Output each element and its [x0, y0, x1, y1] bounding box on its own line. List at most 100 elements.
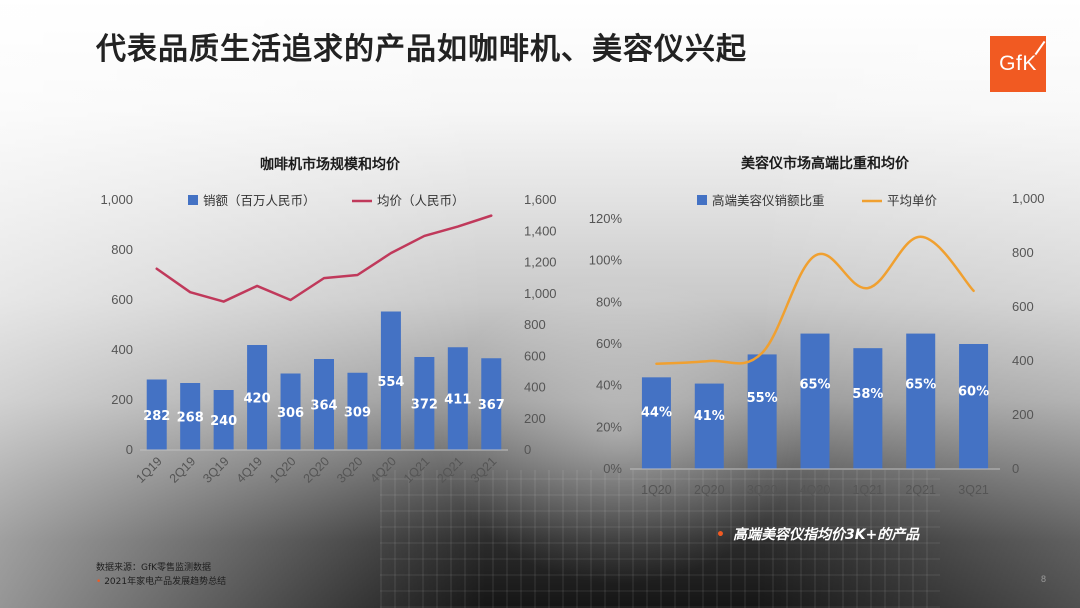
y-right-tick: 200	[524, 411, 546, 426]
line-series	[155, 214, 493, 303]
x-tick: 2Q20	[694, 483, 725, 497]
bar-value-label: 44%	[641, 405, 672, 420]
x-tick: 3Q20	[334, 454, 366, 486]
y-right-tick: 1,000	[524, 286, 557, 301]
logo-text: GfK	[999, 52, 1037, 75]
y-left-tick: 0%	[603, 461, 622, 476]
bar-value-label: 58%	[852, 387, 883, 402]
y-right-tick: 400	[524, 380, 546, 395]
bar	[213, 390, 234, 450]
x-tick: 2Q21	[905, 483, 936, 497]
bar-value-label: 268	[177, 411, 204, 426]
x-tick: 3Q19	[200, 454, 232, 486]
bar	[481, 358, 502, 450]
footnote-report: • 2021年家电产品发展趋势总结	[96, 574, 226, 587]
y-left-tick: 60%	[596, 336, 622, 351]
y-left-tick: 0	[126, 442, 133, 457]
footnote-source: 数据来源：GfK零售监测数据	[96, 563, 212, 573]
legend-bar-label: 高端美容仪销额比重	[712, 193, 825, 208]
y-right-tick: 1,400	[524, 223, 557, 238]
bar	[959, 344, 989, 469]
y-right-tick: 0	[1012, 461, 1019, 476]
gfk-logo: GfK	[990, 36, 1046, 92]
bar-value-label: 372	[411, 398, 438, 413]
bar	[800, 333, 830, 469]
footnote-report-text: 2021年家电产品发展趋势总结	[104, 577, 227, 587]
y-right-tick: 800	[524, 317, 546, 332]
bar	[747, 354, 777, 469]
y-left-tick: 600	[111, 292, 133, 307]
legend-bar-label: 销额（百万人民币）	[203, 193, 316, 208]
y-left-tick: 200	[111, 392, 133, 407]
x-tick: 2Q21	[434, 454, 466, 486]
bar-value-label: 65%	[905, 378, 936, 393]
bar-value-label: 364	[310, 399, 337, 414]
y-right-tick: 600	[524, 348, 546, 363]
x-tick: 4Q20	[800, 483, 831, 497]
x-tick: 4Q19	[234, 454, 266, 486]
bar-value-label: 420	[244, 392, 271, 407]
legend-line-label: 均价（人民币）	[377, 193, 465, 208]
bar-value-label: 55%	[747, 391, 778, 406]
y-left-tick: 400	[111, 342, 133, 357]
bar-value-label: 411	[444, 393, 471, 408]
y-left-tick: 100%	[589, 253, 623, 268]
y-right-tick: 1,200	[524, 255, 557, 270]
bar-value-label: 306	[277, 406, 304, 421]
bar-value-label: 65%	[799, 378, 830, 393]
legend-line-label: 平均单价	[887, 193, 938, 208]
bar	[247, 345, 268, 450]
annotation: • 高端美容仪指均价3K+的产品	[716, 524, 919, 544]
chart-title: 美容仪市场高端比重和均价	[741, 155, 910, 172]
x-tick: 3Q21	[958, 483, 989, 497]
y-left-tick: 1,000	[100, 192, 133, 207]
bar-value-label: 41%	[694, 409, 725, 424]
line-series	[655, 235, 975, 365]
bar-value-label: 367	[478, 398, 505, 413]
y-right-tick: 1,600	[524, 192, 557, 207]
bar	[146, 379, 167, 450]
bar-value-label: 282	[143, 409, 170, 424]
legend-bar-swatch	[188, 195, 198, 205]
y-right-tick: 0	[524, 442, 531, 457]
y-left-tick: 80%	[596, 294, 622, 309]
background-grate	[380, 470, 940, 608]
x-tick: 1Q21	[401, 454, 433, 486]
y-right-tick: 600	[1012, 299, 1034, 314]
y-right-tick: 200	[1012, 407, 1034, 422]
bar	[347, 372, 368, 450]
bar-value-label: 240	[210, 414, 237, 429]
x-tick: 1Q20	[641, 483, 672, 497]
x-tick: 2Q19	[167, 454, 199, 486]
x-tick: 1Q21	[853, 483, 884, 497]
y-left-tick: 120%	[589, 211, 623, 226]
bar	[641, 377, 671, 469]
y-left-tick: 40%	[596, 378, 622, 393]
bar-value-label: 554	[377, 375, 404, 390]
bar	[447, 347, 468, 450]
chart-title: 咖啡机市场规模和均价	[260, 156, 401, 173]
x-tick: 3Q21	[468, 454, 500, 486]
footnote-bullet-icon: •	[96, 577, 102, 587]
bar	[694, 383, 724, 469]
annotation-bullet-icon: •	[716, 527, 725, 543]
x-tick: 2Q20	[301, 454, 333, 486]
y-right-tick: 800	[1012, 245, 1034, 260]
annotation-text: 高端美容仪指均价3K+的产品	[732, 527, 920, 543]
x-tick: 1Q19	[133, 454, 165, 486]
x-tick: 3Q20	[747, 483, 778, 497]
page-number: 8	[1041, 574, 1047, 584]
bar	[180, 383, 201, 450]
bar	[414, 357, 435, 450]
bar	[906, 333, 936, 469]
bar	[380, 311, 401, 450]
y-left-tick: 800	[111, 242, 133, 257]
y-right-tick: 400	[1012, 353, 1034, 368]
bar	[853, 348, 883, 469]
y-left-tick: 20%	[596, 419, 622, 434]
bar	[314, 359, 334, 450]
